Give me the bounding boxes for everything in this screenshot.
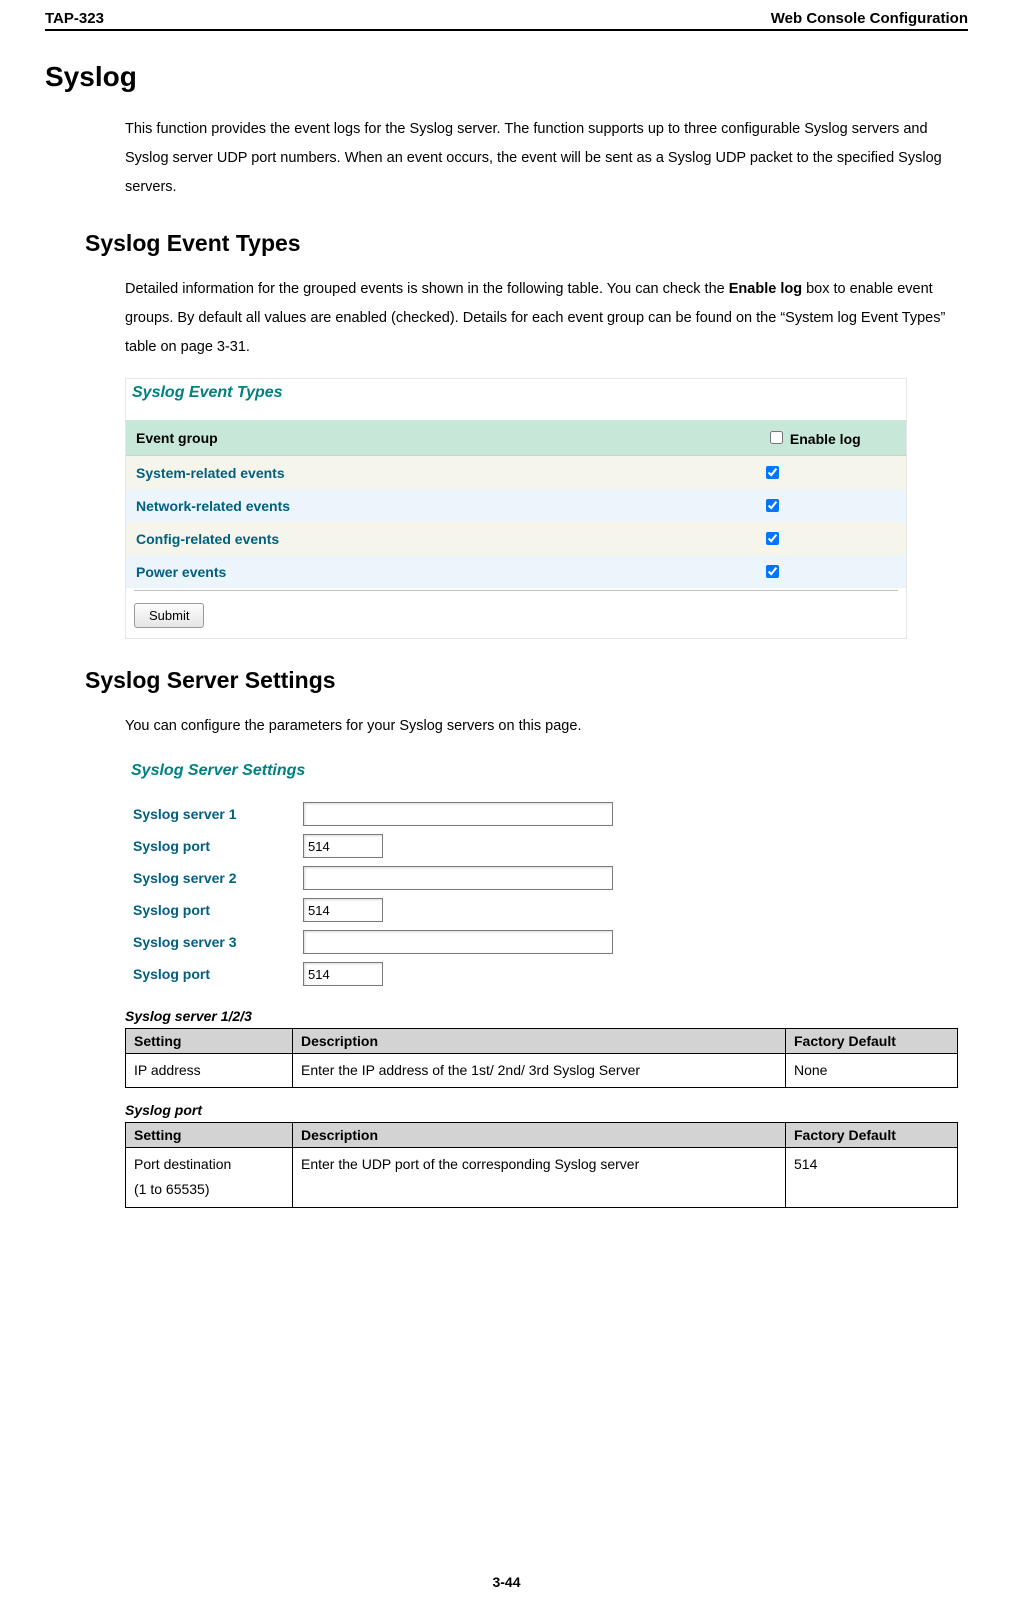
event-group-label: System-related events [126, 456, 756, 490]
cell-setting: IP address [126, 1054, 293, 1088]
shot1-title: Syslog Event Types [126, 379, 906, 420]
syslog-server-3-input[interactable] [303, 930, 613, 954]
main-heading: Syslog [45, 61, 968, 93]
th-setting: Setting [126, 1029, 293, 1054]
list-item: Syslog port [125, 830, 685, 862]
list-item: Syslog server 3 [125, 926, 685, 958]
header-right: Web Console Configuration [771, 10, 968, 27]
event-group-label: Network-related events [126, 489, 756, 522]
enable-log-checkbox[interactable] [766, 466, 779, 479]
field-label: Syslog port [125, 902, 303, 918]
table-caption: Syslog port [125, 1102, 958, 1118]
event-types-table: Event group Enable log System-related ev… [126, 420, 906, 588]
th-description: Description [293, 1123, 786, 1148]
intro-paragraph: This function provides the event logs fo… [125, 115, 958, 202]
syslog-port-param-table: Setting Description Factory Default Port… [125, 1122, 958, 1207]
event-group-label: Config-related events [126, 522, 756, 555]
th-default: Factory Default [786, 1123, 958, 1148]
enable-log-checkbox[interactable] [766, 565, 779, 578]
server-settings-paragraph: You can configure the parameters for you… [125, 712, 958, 741]
syslog-port-1-input[interactable] [303, 834, 383, 858]
table-row: Power events [126, 555, 906, 588]
list-item: Syslog port [125, 958, 685, 990]
syslog-server-2-input[interactable] [303, 866, 613, 890]
syslog-port-3-input[interactable] [303, 962, 383, 986]
field-label: Syslog port [125, 966, 303, 982]
syslog-server-settings-screenshot: Syslog Server Settings Syslog server 1 S… [125, 757, 685, 990]
syslog-port-2-input[interactable] [303, 898, 383, 922]
field-label: Syslog port [125, 838, 303, 854]
syslog-event-types-screenshot: Syslog Event Types Event group Enable lo… [125, 378, 907, 639]
syslog-server-param-table: Setting Description Factory Default IP a… [125, 1028, 958, 1088]
submit-button[interactable]: Submit [134, 603, 204, 628]
field-label: Syslog server 1 [125, 806, 303, 822]
table-row: IP address Enter the IP address of the 1… [126, 1054, 958, 1088]
header-left: TAP-323 [45, 10, 104, 27]
table-row: System-related events [126, 456, 906, 490]
field-label: Syslog server 2 [125, 870, 303, 886]
table-caption: Syslog server 1/2/3 [125, 1008, 958, 1024]
event-types-paragraph: Detailed information for the grouped eve… [125, 275, 958, 362]
field-label: Syslog server 3 [125, 934, 303, 950]
table-row: Network-related events [126, 489, 906, 522]
page-number: 3-44 [0, 1574, 1013, 1590]
enable-log-checkbox[interactable] [766, 532, 779, 545]
shot2-title: Syslog Server Settings [125, 757, 685, 798]
cell-description: Enter the UDP port of the corresponding … [293, 1148, 786, 1207]
divider [134, 590, 898, 591]
section-heading-event-types: Syslog Event Types [85, 230, 968, 257]
enable-log-checkbox[interactable] [766, 499, 779, 512]
enable-log-all-checkbox[interactable] [770, 431, 783, 444]
th-description: Description [293, 1029, 786, 1054]
cell-setting: Port destination (1 to 65535) [126, 1148, 293, 1207]
cell-default: 514 [786, 1148, 958, 1207]
list-item: Syslog server 2 [125, 862, 685, 894]
th-default: Factory Default [786, 1029, 958, 1054]
syslog-server-1-input[interactable] [303, 802, 613, 826]
list-item: Syslog server 1 [125, 798, 685, 830]
th-setting: Setting [126, 1123, 293, 1148]
table-row: Port destination (1 to 65535) Enter the … [126, 1148, 958, 1207]
table-row: Config-related events [126, 522, 906, 555]
enable-log-bold: Enable log [729, 281, 802, 297]
col-event-group: Event group [126, 420, 756, 456]
col-enable-log: Enable log [756, 420, 906, 456]
cell-default: None [786, 1054, 958, 1088]
page-header: TAP-323 Web Console Configuration [45, 10, 968, 31]
cell-description: Enter the IP address of the 1st/ 2nd/ 3r… [293, 1054, 786, 1088]
list-item: Syslog port [125, 894, 685, 926]
section-heading-server-settings: Syslog Server Settings [85, 667, 968, 694]
event-group-label: Power events [126, 555, 756, 588]
